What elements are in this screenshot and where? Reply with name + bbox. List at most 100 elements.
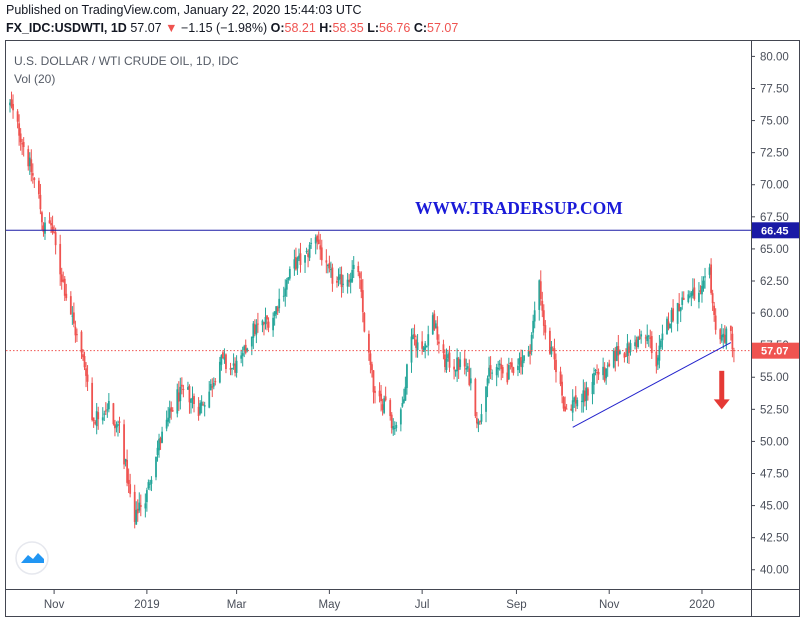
high-value: 58.35 <box>332 21 364 35</box>
price-tick-label: 52.50 <box>760 404 789 416</box>
candle <box>115 421 118 433</box>
candle <box>661 324 664 350</box>
candle <box>681 291 684 310</box>
candle <box>456 348 459 382</box>
candle <box>623 351 626 363</box>
candle <box>381 398 384 416</box>
candle <box>138 492 141 513</box>
candle <box>103 410 106 421</box>
candle <box>585 381 588 411</box>
candle <box>106 403 109 418</box>
candle <box>44 217 46 240</box>
candle <box>437 334 440 354</box>
candle <box>240 349 243 364</box>
candle <box>331 263 334 292</box>
candle <box>326 263 329 274</box>
candle <box>118 416 121 434</box>
candle <box>209 379 212 391</box>
candle <box>149 479 151 491</box>
candle <box>42 222 45 237</box>
candle <box>468 359 471 387</box>
candle <box>126 449 129 487</box>
candle <box>434 320 437 329</box>
candle <box>517 358 519 377</box>
candle <box>39 183 42 215</box>
price-tick-label: 80.00 <box>760 51 789 63</box>
candle <box>475 411 478 429</box>
candle <box>72 302 75 328</box>
plot-frame <box>5 40 800 617</box>
candle <box>497 360 500 378</box>
candle <box>559 366 562 387</box>
candle <box>329 261 332 278</box>
candle <box>523 354 525 364</box>
candle <box>252 321 255 349</box>
candle <box>512 366 515 376</box>
candle <box>509 361 512 370</box>
candle <box>351 260 354 283</box>
candle <box>612 348 615 369</box>
candle <box>486 375 489 398</box>
candle <box>200 395 203 414</box>
candle <box>638 328 641 341</box>
chart-annotations <box>6 229 751 428</box>
candle <box>500 357 503 381</box>
candle <box>349 272 352 294</box>
candle <box>448 345 451 373</box>
candle <box>80 330 83 359</box>
candle <box>218 356 221 384</box>
candle <box>357 261 360 277</box>
candle <box>193 393 195 413</box>
candle <box>436 316 439 346</box>
candle <box>168 400 171 424</box>
candle <box>733 347 735 363</box>
candle <box>550 340 553 358</box>
candle <box>374 386 376 404</box>
candle <box>603 362 606 383</box>
candle <box>340 266 343 298</box>
candle <box>538 279 541 321</box>
candle <box>307 249 309 268</box>
candle <box>576 397 579 409</box>
candle <box>489 356 492 380</box>
candle <box>371 361 373 378</box>
volume-label: Vol (20) <box>14 72 55 86</box>
candle <box>314 234 317 255</box>
candle <box>360 271 363 299</box>
candle <box>83 351 86 371</box>
candle <box>197 397 200 421</box>
price-tick-label: 47.50 <box>760 468 789 480</box>
candle <box>336 276 338 288</box>
candle <box>176 383 179 418</box>
candle <box>41 210 43 230</box>
candle <box>463 349 466 375</box>
candle <box>9 99 11 113</box>
candle <box>667 312 670 331</box>
candle <box>565 403 568 410</box>
candle <box>444 349 446 373</box>
candle <box>94 420 97 426</box>
candle <box>261 319 264 333</box>
time-tick-label: May <box>319 599 341 611</box>
candle <box>276 305 279 316</box>
candle <box>308 242 311 262</box>
candle <box>574 386 577 412</box>
candle <box>676 302 679 332</box>
close-value: 57.07 <box>427 21 459 35</box>
candle <box>401 396 404 408</box>
candle <box>415 335 417 358</box>
candle <box>346 272 349 294</box>
time-axis-ticks: Nov 2019 Mar May Jul Sep Nov 2020 <box>44 589 715 611</box>
support-trendline[interactable] <box>572 342 732 428</box>
candle <box>234 357 236 377</box>
candle <box>71 306 74 325</box>
candle <box>650 331 653 359</box>
candle <box>580 393 583 413</box>
candle <box>644 334 647 349</box>
candle <box>10 91 13 109</box>
candle <box>171 407 174 412</box>
candle <box>729 325 732 341</box>
candle <box>114 419 116 437</box>
candle <box>266 315 268 331</box>
